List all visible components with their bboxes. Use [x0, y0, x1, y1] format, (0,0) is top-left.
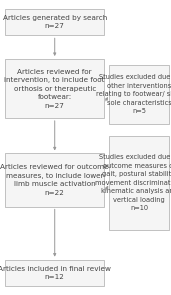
Text: Articles reviewed for outcome
measures, to include lower
limb muscle activation
: Articles reviewed for outcome measures, … — [0, 164, 109, 196]
Text: Articles reviewed for
intervention, to include foot
orthosis or therapeutic
foot: Articles reviewed for intervention, to i… — [4, 68, 105, 109]
FancyBboxPatch shape — [5, 59, 104, 118]
Text: Articles generated by search
n=27: Articles generated by search n=27 — [3, 15, 107, 30]
Text: Articles included in final review
n=12: Articles included in final review n=12 — [0, 266, 111, 280]
FancyBboxPatch shape — [109, 65, 169, 124]
Text: Studies excluded due to
other interventions
relating to footwear/ shoe
sole char: Studies excluded due to other interventi… — [96, 74, 171, 114]
FancyBboxPatch shape — [5, 153, 104, 206]
FancyBboxPatch shape — [109, 136, 169, 230]
FancyBboxPatch shape — [5, 9, 104, 35]
Text: Studies excluded due to
outcome measures of
gait, postural stability,
movement d: Studies excluded due to outcome measures… — [95, 154, 171, 212]
FancyBboxPatch shape — [5, 260, 104, 286]
